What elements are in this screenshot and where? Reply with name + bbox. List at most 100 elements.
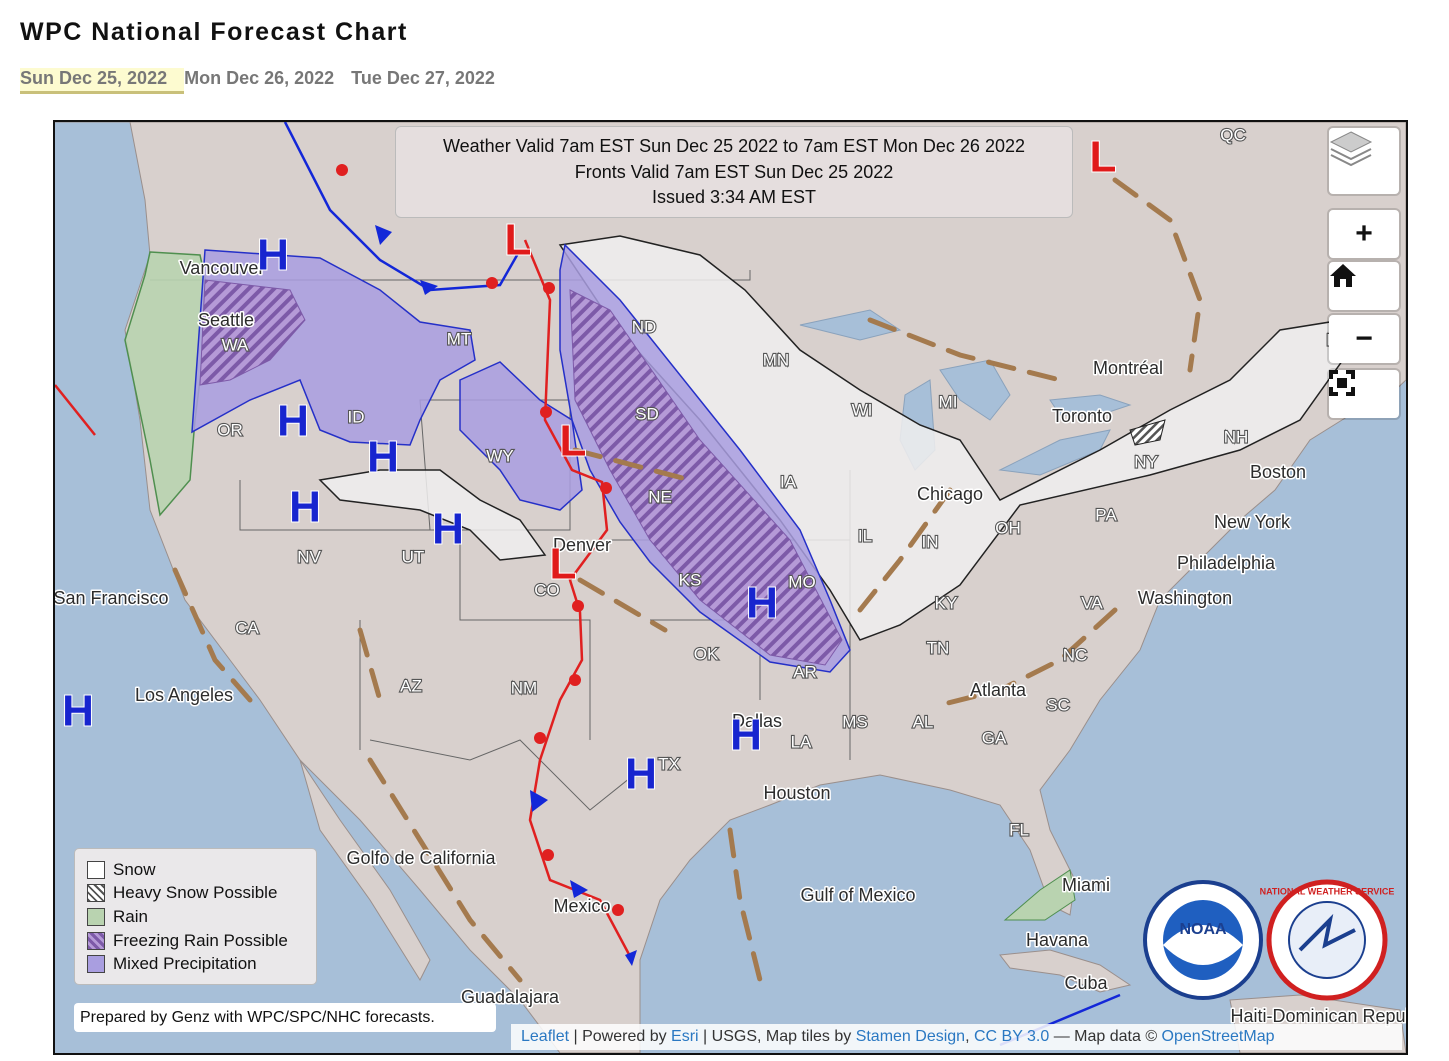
validity-line: Weather Valid 7am EST Sun Dec 25 2022 to… bbox=[442, 136, 1025, 156]
date-tabs: Sun Dec 25, 2022 Mon Dec 26, 2022 Tue Dec … bbox=[20, 68, 512, 94]
home-button[interactable] bbox=[1329, 262, 1399, 310]
date-tab[interactable]: Mon Dec 26, 2022 bbox=[184, 68, 335, 88]
attribution-text: | Powered by bbox=[569, 1028, 672, 1045]
place-label: Boston bbox=[1250, 462, 1306, 482]
place-label: Vancouver bbox=[180, 258, 265, 278]
state-label: MI bbox=[939, 392, 958, 411]
state-label: NH bbox=[1224, 427, 1249, 446]
state-label: NV bbox=[297, 547, 321, 566]
land-cuba bbox=[999, 949, 1132, 993]
state-label: ID bbox=[348, 407, 365, 426]
state-label: ND bbox=[632, 317, 657, 336]
snow-area bbox=[318, 469, 547, 561]
pressure-center: H bbox=[367, 433, 399, 482]
state-label: UT bbox=[402, 547, 425, 566]
pressure-center: L bbox=[1090, 133, 1117, 182]
date-tab[interactable]: Tue Dec 27, 2022 bbox=[351, 68, 495, 88]
place-label: Atlanta bbox=[970, 680, 1027, 700]
state-label: NE bbox=[648, 487, 672, 506]
state-label: CA bbox=[235, 618, 259, 637]
attribution-link[interactable]: Leaflet bbox=[521, 1028, 570, 1045]
page-title: WPC National Forecast Chart bbox=[20, 18, 408, 46]
legend-item: Snow bbox=[87, 858, 316, 882]
validity-box: Weather Valid 7am EST Sun Dec 25 2022 to… bbox=[395, 126, 1073, 218]
state-label: MN bbox=[763, 350, 789, 369]
zoom-out-button[interactable]: − bbox=[1329, 315, 1399, 363]
layers-icon bbox=[1329, 131, 1373, 167]
pressure-center: H bbox=[257, 231, 289, 280]
place-label: Montréal bbox=[1093, 358, 1163, 378]
logos bbox=[1143, 879, 1388, 1001]
place-label: Guadalajara bbox=[461, 987, 560, 1007]
layers-control[interactable] bbox=[1329, 128, 1399, 194]
date-tab[interactable]: Sun Dec 25, 2022 bbox=[20, 68, 185, 94]
place-label: Gulf of Mexico bbox=[800, 885, 915, 905]
validity-line: Issued 3:34 AM EST bbox=[651, 187, 817, 207]
state-label: KS bbox=[679, 570, 702, 589]
state-label: MS bbox=[842, 712, 868, 731]
legend-item: Heavy Snow Possible bbox=[87, 882, 316, 906]
state-label: OR bbox=[217, 420, 243, 439]
attribution-text: | USGS, Map tiles by bbox=[698, 1028, 856, 1045]
pressure-center: L bbox=[505, 216, 532, 265]
pressure-center: H bbox=[277, 397, 309, 446]
state-label: IN bbox=[922, 532, 939, 551]
state-label: FL bbox=[1009, 820, 1029, 839]
state-label: AZ bbox=[400, 676, 422, 695]
place-label: Mexico bbox=[553, 896, 610, 916]
rain-area bbox=[1003, 869, 1076, 921]
attribution-link[interactable]: Stamen Design bbox=[855, 1028, 966, 1045]
attribution-text: — Map data © bbox=[1049, 1028, 1162, 1045]
place-label: San Francisco bbox=[55, 588, 169, 608]
noaa-logo-text: NOAA bbox=[1179, 921, 1227, 938]
state-label: IL bbox=[858, 526, 872, 545]
great-lakes bbox=[799, 309, 1132, 476]
state-label: IA bbox=[780, 472, 797, 491]
state-label: NY bbox=[1134, 452, 1158, 471]
legend-label: Rain bbox=[113, 906, 148, 926]
place-label: New York bbox=[1214, 512, 1291, 532]
state-label: PA bbox=[1095, 505, 1117, 524]
state-label: NM bbox=[511, 678, 537, 697]
legend-swatch bbox=[87, 955, 105, 974]
place-label: Chicago bbox=[917, 484, 983, 504]
attribution-link[interactable]: OpenStreetMap bbox=[1161, 1028, 1275, 1045]
state-label: WY bbox=[486, 446, 513, 465]
state-label: VA bbox=[1081, 593, 1103, 612]
state-label: WI bbox=[852, 400, 873, 419]
pressure-center: H bbox=[62, 687, 94, 736]
place-label: Washington bbox=[1138, 588, 1232, 608]
heavy-snow-area bbox=[1129, 419, 1166, 446]
fullscreen-button[interactable] bbox=[1329, 370, 1399, 418]
front-symbols bbox=[336, 164, 637, 966]
legend: Snow Heavy Snow Possible Rain Freezing Rain… bbox=[74, 848, 317, 985]
pressure-center: H bbox=[625, 750, 657, 799]
state-label: SD bbox=[635, 404, 659, 423]
state-label: OH bbox=[995, 518, 1021, 537]
place-label: Dallas bbox=[732, 711, 782, 731]
legend-label: Mixed Precipitation bbox=[113, 954, 257, 974]
state-label: MO bbox=[788, 572, 815, 591]
attribution-link[interactable]: CC BY 3.0 bbox=[973, 1028, 1050, 1045]
state-label: OK bbox=[694, 644, 719, 663]
land-baja bbox=[299, 759, 431, 982]
legend-swatch bbox=[87, 907, 105, 926]
legend-swatch bbox=[87, 860, 105, 879]
legend-item: Rain bbox=[87, 905, 316, 929]
zoom-in-button[interactable]: + bbox=[1329, 210, 1399, 258]
attribution-text: , bbox=[965, 1028, 974, 1045]
place-label: Toronto bbox=[1052, 406, 1112, 426]
pressure-center: H bbox=[289, 483, 321, 532]
place-label: Havana bbox=[1026, 930, 1089, 950]
pressure-center: H bbox=[746, 579, 778, 628]
place-label: Denver bbox=[553, 535, 611, 555]
state-label: CO bbox=[534, 580, 560, 599]
place-label: Miami bbox=[1062, 875, 1110, 895]
legend-item: Freezing Rain Possible bbox=[87, 929, 316, 953]
attribution-link[interactable]: Esri bbox=[671, 1028, 699, 1045]
state-label: AL bbox=[913, 712, 934, 731]
front-segment bbox=[55, 384, 96, 436]
place-label: Golfo de California bbox=[346, 848, 496, 868]
legend-label: Heavy Snow Possible bbox=[113, 883, 278, 903]
pressure-center: L bbox=[550, 540, 577, 589]
